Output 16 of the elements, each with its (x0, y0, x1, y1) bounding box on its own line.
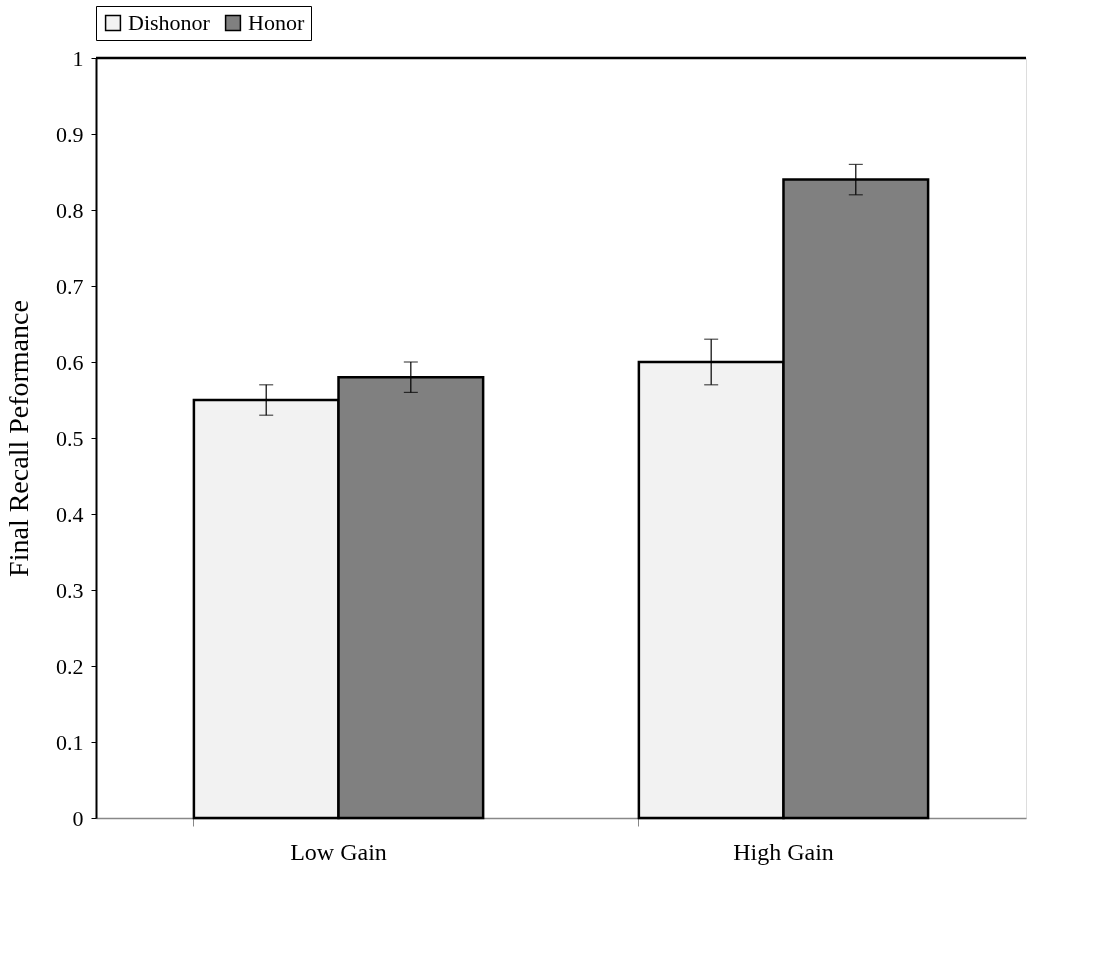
x-tick-label: High Gain (733, 838, 834, 865)
y-tick-label: 1 (72, 45, 84, 71)
x-tick-label: Low Gain (290, 838, 387, 865)
y-tick-label: 0.9 (56, 121, 84, 147)
y-tick-label: 0.8 (56, 197, 84, 223)
y-tick-label: 0.6 (56, 349, 84, 375)
y-tick-label: 0.5 (56, 425, 84, 451)
y-tick-label: 0.7 (56, 273, 84, 299)
y-tick-label: 0.2 (56, 653, 84, 679)
legend-label: Honor (248, 10, 305, 35)
y-tick-label: 0 (72, 805, 84, 831)
y-tick-label: 0.4 (56, 501, 84, 527)
y-axis-title: Final Recall Peformance (3, 300, 34, 577)
y-tick-label: 0.1 (56, 729, 84, 755)
y-tick-label: 0.3 (56, 577, 84, 603)
legend-label: Dishonor (128, 10, 211, 35)
